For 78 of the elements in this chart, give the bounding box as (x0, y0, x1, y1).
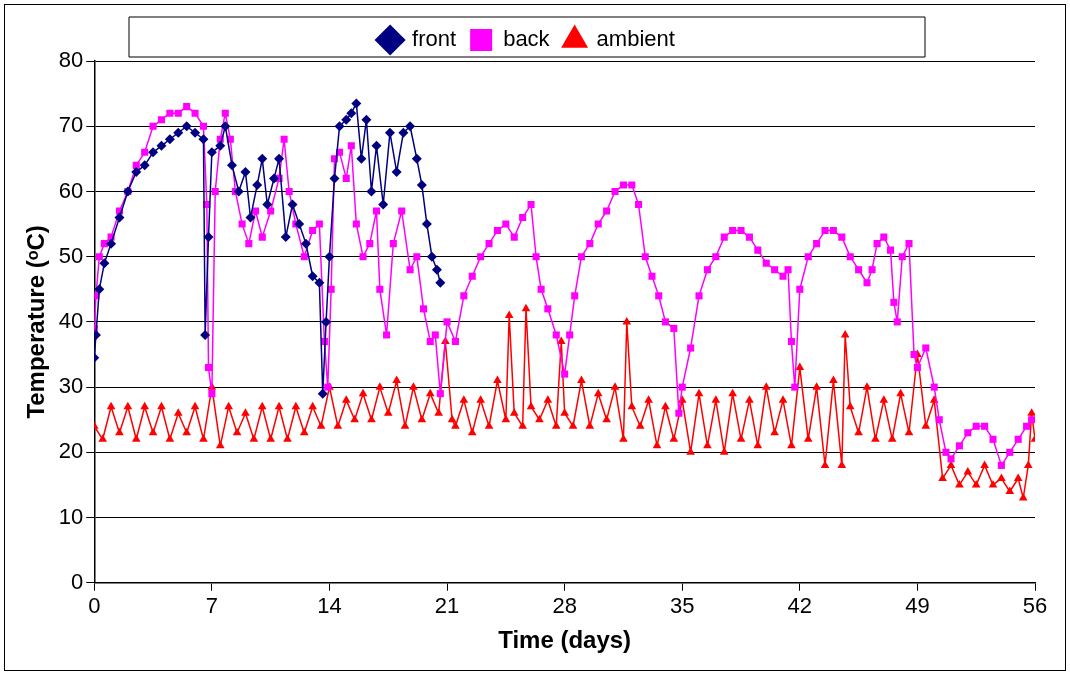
point (329, 173, 340, 184)
point (274, 153, 285, 164)
legend-label: front (412, 26, 457, 52)
point (421, 219, 432, 230)
y-tick-label: 0 (71, 568, 84, 594)
point (233, 186, 244, 197)
point (431, 264, 442, 275)
point (334, 121, 345, 132)
point (114, 212, 125, 223)
x-axis-title: Time (days) (498, 626, 632, 654)
point (139, 160, 150, 171)
y-tick-label: 40 (58, 307, 84, 333)
legend-label: back (503, 26, 551, 52)
point (426, 251, 437, 262)
point (252, 179, 263, 190)
point (198, 134, 209, 145)
point (106, 238, 117, 249)
point (411, 153, 422, 164)
x-tick-label: 49 (905, 593, 930, 619)
x-tick-label: 35 (669, 593, 695, 619)
y-tick-label: 70 (58, 112, 84, 138)
x-tick-label: 14 (317, 593, 342, 619)
point (416, 179, 427, 190)
point (190, 127, 201, 138)
point (206, 147, 217, 158)
x-tick-label: 28 (552, 593, 577, 619)
point (300, 238, 311, 249)
y-tick-label: 60 (58, 177, 84, 203)
point (384, 127, 395, 138)
point (99, 258, 110, 269)
legend-label: ambient (596, 26, 675, 52)
point (324, 251, 335, 262)
point (317, 388, 328, 399)
point (220, 121, 231, 132)
point (262, 199, 273, 210)
point (294, 219, 305, 230)
x-tick-label: 21 (434, 593, 460, 619)
point (351, 98, 362, 109)
y-tick-label: 80 (58, 47, 84, 73)
point (156, 140, 167, 151)
point (131, 166, 142, 177)
point (314, 277, 325, 288)
x-tick-label: 0 (88, 593, 101, 619)
point (287, 199, 298, 210)
point (94, 284, 105, 295)
x-tick-label: 42 (787, 593, 813, 619)
y-tick-label: 10 (58, 503, 84, 529)
point (321, 316, 332, 327)
point (307, 271, 318, 282)
point (405, 121, 416, 132)
point (200, 329, 211, 340)
y-tick-label: 50 (58, 242, 84, 268)
point (435, 277, 446, 288)
point (378, 199, 389, 210)
point (280, 232, 291, 243)
point (356, 153, 367, 164)
y-axis-title: Temperature (ᵒC) (22, 225, 50, 419)
point (341, 114, 352, 125)
x-tick-label: 7 (205, 593, 218, 619)
x-tick-label: 56 (1022, 593, 1048, 619)
point (203, 232, 214, 243)
point (257, 153, 268, 164)
point (148, 147, 159, 158)
point (366, 186, 377, 197)
point (215, 140, 226, 151)
point (361, 114, 372, 125)
point (346, 108, 357, 119)
point (269, 173, 280, 184)
point (245, 212, 256, 223)
point (181, 121, 192, 132)
point (173, 127, 184, 138)
point (227, 160, 238, 171)
point (371, 140, 382, 151)
y-tick-label: 20 (58, 438, 84, 464)
point (398, 127, 409, 138)
y-tick-label: 30 (58, 373, 84, 399)
point (240, 166, 251, 177)
point (164, 134, 175, 145)
